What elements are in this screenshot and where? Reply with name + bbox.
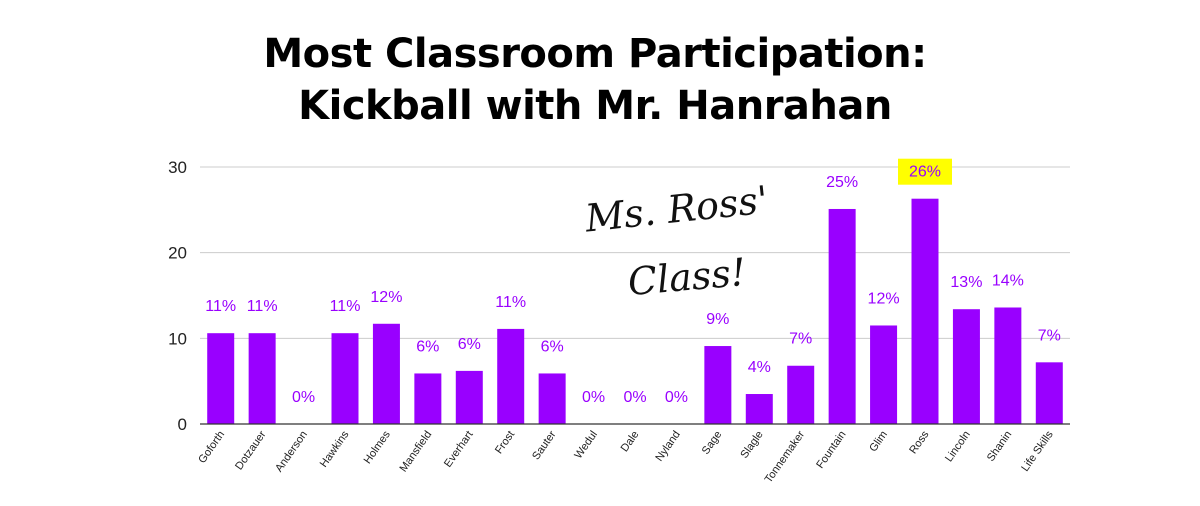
data-label: 7% [789,331,812,348]
bar [207,333,235,424]
bar [745,394,773,424]
x-tick-label: Ross [907,428,931,456]
annotation-line-1: Ms. Ross' [582,178,770,241]
bar [870,325,898,424]
x-tick-label: Goforth [196,429,227,466]
x-tick-label: Shanin [985,429,1014,464]
x-tick-label: Life Skills [1019,428,1056,473]
data-label: 11% [247,298,278,315]
bar [787,365,815,424]
bar [455,370,483,424]
x-tick-label: Glim [867,429,890,454]
x-tick-label: Frost [493,429,517,456]
bar [414,373,442,424]
highlight-box [898,158,952,185]
data-label: 7% [1038,327,1061,344]
x-tick-label: Anderson [273,429,310,474]
x-tick-label: Slagle [738,429,765,461]
x-tick-label: Tonnemaker [763,429,808,486]
y-tick-label: 0 [178,415,187,434]
bar [704,346,732,424]
x-tick-label: Dotzauer [233,429,269,473]
x-tick-label: Hawkins [318,428,352,469]
data-label: 13% [950,274,982,291]
data-label: 0% [292,389,315,406]
data-label: 9% [706,311,729,328]
data-label: 25% [826,174,858,191]
bar [248,333,276,424]
x-tick-label: Lincoln [943,429,973,464]
bar [1035,362,1063,424]
data-label: 4% [748,359,771,376]
data-label: 12% [868,290,900,307]
x-tick-label: Holmes [362,428,394,466]
bar [994,307,1022,424]
data-label: 0% [623,389,646,406]
data-label: 11% [495,294,526,311]
data-label: 6% [541,338,564,355]
y-tick-label: 30 [168,158,187,177]
bar [911,198,939,424]
bar [331,333,359,424]
bar [538,373,566,424]
data-label: 26% [909,164,941,181]
bar [372,323,400,424]
x-tick-label: Wedul [572,429,600,461]
y-tick-label: 10 [168,329,187,348]
x-tick-label: Sage [700,429,725,457]
bar [828,208,856,424]
data-label: 0% [665,389,688,406]
x-tick-label: Everhart [442,429,476,470]
annotation-line-2: Class! [626,250,748,304]
x-tick-label: Fountain [814,429,848,471]
x-tick-label: Sauter [530,429,559,463]
x-tick-label: Mansfield [397,429,434,474]
data-label: 6% [416,338,439,355]
data-label: 6% [458,336,481,353]
bar [952,309,980,424]
bars [207,198,1063,424]
y-tick-label: 20 [168,244,187,263]
x-tick-label: Nyland [653,429,682,464]
chart-title: Most Classroom Participation: Kickball w… [263,31,927,129]
data-label: 14% [992,272,1024,289]
data-labels: 11% 11% 0% 11% 12% 6% 6% 11% 6% 0% 0% 0% 9% 4% 7% 25% 12… [205,158,1061,406]
data-label: 11% [330,298,361,315]
annotation: Ms. Ross' Class! [582,178,770,305]
data-label: 12% [370,289,402,306]
x-tick-label: Dale [619,429,642,454]
data-label: 11% [205,298,236,315]
data-label: 0% [582,389,605,406]
bar [497,328,525,424]
